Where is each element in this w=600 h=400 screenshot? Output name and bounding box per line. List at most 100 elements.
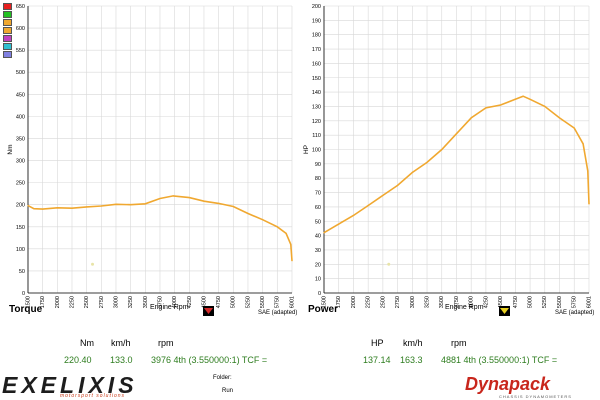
torque-chart: 0 50 100 150 200 250 300 350 400 450 500 550 600 650 1… bbox=[0, 0, 300, 320]
torque-y-tick-label: 350 bbox=[16, 136, 25, 142]
power-data-point bbox=[522, 95, 524, 97]
torque-x-tick-label: 5250 bbox=[245, 296, 251, 308]
torque-data-point bbox=[86, 206, 88, 208]
series-color-swatch[interactable] bbox=[3, 3, 12, 10]
power-data-point bbox=[514, 98, 516, 100]
power-x-tick-label: 6001 bbox=[586, 296, 592, 308]
power-x-tick-label: 2500 bbox=[380, 296, 386, 308]
dynapack-logo-text: Dynapack bbox=[465, 374, 551, 394]
triangle-down-icon bbox=[204, 308, 213, 314]
power-y-tick-label: 40 bbox=[315, 234, 321, 240]
torque-y-tick-label: 50 bbox=[19, 269, 25, 275]
torque-data-point bbox=[290, 243, 292, 246]
torque-data-point bbox=[100, 205, 102, 207]
torque-data-point bbox=[42, 208, 44, 210]
exelixis-logo: EXELIXIS motorsport solutions bbox=[2, 372, 222, 400]
series-color-swatch[interactable] bbox=[3, 43, 12, 50]
power-y-tick-label: 80 bbox=[315, 176, 321, 182]
power-readout-header-hp: HP bbox=[371, 338, 384, 348]
torque-data-point bbox=[27, 204, 29, 207]
power-y-tick-label: 110 bbox=[312, 133, 321, 139]
torque-x-tick-label: 3250 bbox=[128, 296, 134, 308]
power-x-tick-label: 1750 bbox=[336, 296, 342, 308]
torque-y-axis-label: Nm bbox=[7, 144, 14, 154]
power-rpm-marker-button[interactable] bbox=[499, 306, 510, 316]
power-data-point bbox=[411, 171, 413, 174]
power-readout-header-kmh: km/h bbox=[403, 338, 423, 348]
torque-x-tick-label: 1500 bbox=[25, 296, 31, 308]
power-x-tick-label: 5000 bbox=[528, 296, 534, 308]
torque-readout-header-kmh: km/h bbox=[111, 338, 131, 348]
series-color-swatch[interactable] bbox=[3, 51, 12, 58]
torque-series-line bbox=[27, 195, 293, 261]
torque-data-point bbox=[188, 197, 190, 199]
power-y-axis-label: HP bbox=[303, 145, 310, 154]
power-data-point bbox=[323, 232, 325, 234]
power-x-tick-label: 2250 bbox=[366, 296, 372, 308]
dynapack-logo: Dynapack CHASSIS DYNAMOMETERS bbox=[465, 374, 585, 400]
torque-y-tick-label: 650 bbox=[16, 4, 25, 10]
power-data-point bbox=[573, 127, 575, 129]
power-y-tick-label: 160 bbox=[312, 61, 321, 67]
power-series-line bbox=[323, 95, 590, 234]
power-y-tick-label: 100 bbox=[312, 148, 321, 154]
power-data-point bbox=[485, 107, 487, 109]
torque-y-tick-label: 250 bbox=[16, 181, 25, 187]
torque-faint-marker bbox=[91, 262, 95, 266]
torque-y-tick-label: 500 bbox=[16, 70, 25, 76]
series-swatches[interactable] bbox=[3, 3, 12, 59]
power-y-tick-label: 70 bbox=[315, 191, 321, 197]
triangle-down-icon bbox=[500, 308, 509, 314]
torque-data-point bbox=[115, 203, 117, 205]
torque-rpm-marker-button[interactable] bbox=[203, 306, 214, 316]
power-data-point bbox=[470, 117, 472, 119]
power-data-point bbox=[587, 170, 589, 172]
power-y-tick-label: 190 bbox=[312, 18, 321, 24]
power-data-point bbox=[455, 133, 458, 135]
torque-data-point bbox=[56, 207, 58, 209]
power-x-tick-label: 4000 bbox=[469, 296, 475, 308]
power-data-point bbox=[588, 203, 590, 205]
torque-readout-value-nm: 220.40 bbox=[64, 355, 92, 365]
series-color-swatch[interactable] bbox=[3, 27, 12, 34]
torque-y-tick-label: 150 bbox=[16, 225, 25, 231]
torque-x-tick-label: 5750 bbox=[275, 296, 281, 308]
power-readout-header-rpm: rpm bbox=[451, 338, 467, 348]
torque-data-point bbox=[218, 202, 220, 204]
power-data-point bbox=[582, 143, 584, 145]
power-y-tick-label: 90 bbox=[315, 162, 321, 168]
power-data-point bbox=[441, 148, 443, 151]
torque-data-point bbox=[262, 219, 264, 221]
torque-x-tick-label: 3500 bbox=[143, 296, 149, 308]
power-x-tick-label: 3750 bbox=[454, 296, 460, 308]
power-x-tick-label: 2750 bbox=[395, 296, 401, 308]
torque-x-tick-label: 6001 bbox=[289, 296, 295, 308]
torque-x-tick-label: 2000 bbox=[55, 296, 61, 308]
torque-chart-title: Torque bbox=[9, 304, 43, 315]
power-x-tick-label: 4250 bbox=[483, 296, 489, 308]
torque-readout-value-rpm: 3976 4th (3.550000:1) TCF = bbox=[151, 355, 268, 365]
power-y-tick-label: 120 bbox=[312, 119, 321, 125]
power-y-tick-label: 150 bbox=[312, 76, 321, 82]
torque-readout-header-nm: Nm bbox=[80, 338, 94, 348]
series-color-swatch[interactable] bbox=[3, 11, 12, 18]
series-color-swatch[interactable] bbox=[3, 19, 12, 26]
power-data-point bbox=[544, 105, 546, 108]
power-data-point bbox=[367, 204, 369, 207]
power-data-point bbox=[396, 184, 399, 186]
power-data-point bbox=[338, 223, 340, 225]
power-x-tick-label: 3000 bbox=[410, 296, 416, 308]
torque-x-tick-label: 3750 bbox=[157, 296, 163, 308]
power-y-tick-label: 60 bbox=[315, 205, 321, 211]
power-x-tick-label: 3250 bbox=[424, 296, 430, 308]
torque-x-tick-label: 2500 bbox=[84, 296, 90, 308]
torque-y-tick-label: 600 bbox=[16, 26, 25, 32]
power-y-tick-label: 200 bbox=[312, 4, 321, 10]
power-x-tick-label: 4500 bbox=[498, 296, 504, 308]
series-color-swatch[interactable] bbox=[3, 35, 12, 42]
power-y-tick-label: 130 bbox=[312, 104, 321, 110]
torque-y-tick-label: 450 bbox=[16, 92, 25, 98]
power-y-tick-label: 140 bbox=[312, 90, 321, 96]
power-readout-value-kmh: 163.3 bbox=[400, 355, 423, 365]
torque-x-tick-label: 4250 bbox=[187, 296, 193, 308]
